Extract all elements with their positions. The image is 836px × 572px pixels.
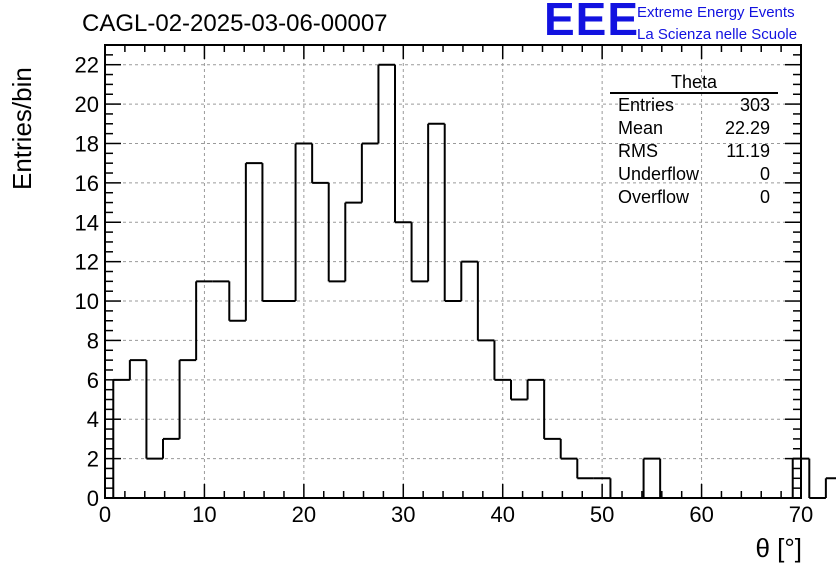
y-tick-label: 14 (75, 210, 99, 235)
y-tick-label: 20 (75, 92, 99, 117)
y-axis-label: Entries/bin (7, 67, 37, 190)
stats-row-rms: RMS 11.19 (610, 140, 778, 163)
x-tick-label: 50 (590, 502, 614, 527)
stats-value: 22.29 (724, 118, 770, 138)
y-tick-label: 8 (87, 328, 99, 353)
x-tick-label: 60 (689, 502, 713, 527)
y-tick-label: 6 (87, 368, 99, 393)
stats-label: Overflow (618, 187, 690, 207)
stats-row-mean: Mean 22.29 (610, 117, 778, 140)
x-tick-label: 10 (192, 502, 216, 527)
tick-labels: 0 10 20 30 40 50 60 70 0 2 4 6 8 10 12 14 16 18 20 22 (75, 53, 814, 527)
y-tick-label: 22 (75, 53, 99, 78)
y-tick-label: 2 (87, 447, 99, 472)
stats-row-overflow: Overflow 0 (610, 186, 778, 209)
stats-value: 11.19 (726, 141, 770, 161)
stats-label: RMS (618, 141, 658, 161)
stats-row-entries: Entries 303 (610, 94, 778, 117)
x-tick-label: 30 (391, 502, 415, 527)
y-tick-label: 0 (87, 486, 99, 511)
stats-label: Entries (618, 95, 675, 115)
y-tick-label: 12 (75, 250, 99, 275)
y-tick-label: 10 (75, 289, 99, 314)
stats-value: 303 (739, 95, 770, 115)
x-axis-label: θ [°] (755, 533, 802, 563)
stats-label: Mean (618, 118, 664, 138)
logo-line-2: La Scienza nelle Scuole (637, 26, 798, 43)
stats-value: 0 (759, 164, 770, 184)
y-tick-label: 4 (87, 407, 99, 432)
y-tick-label: 18 (75, 131, 99, 156)
stats-row-underflow: Underflow 0 (610, 163, 778, 186)
stats-box: Theta Entries 303 Mean 22.29 RMS 11.19 U… (610, 72, 778, 209)
y-tick-label: 16 (75, 171, 99, 196)
axis-ticks (104, 44, 802, 499)
y-axis-label-wrap: Entries/bin (7, 40, 42, 190)
logo-line-1: Extreme Energy Events (637, 4, 795, 21)
chart-title: CAGL-02-2025-03-06-00007 (82, 10, 388, 37)
x-tick-label: 40 (490, 502, 514, 527)
x-tick-label: 20 (292, 502, 316, 527)
stats-value: 0 (759, 187, 770, 207)
logo-mark: EEE (544, 0, 640, 45)
x-tick-label: 70 (789, 502, 813, 527)
stats-title: Theta (610, 72, 778, 94)
x-tick-label: 0 (99, 502, 111, 527)
stats-label: Underflow (618, 164, 700, 184)
